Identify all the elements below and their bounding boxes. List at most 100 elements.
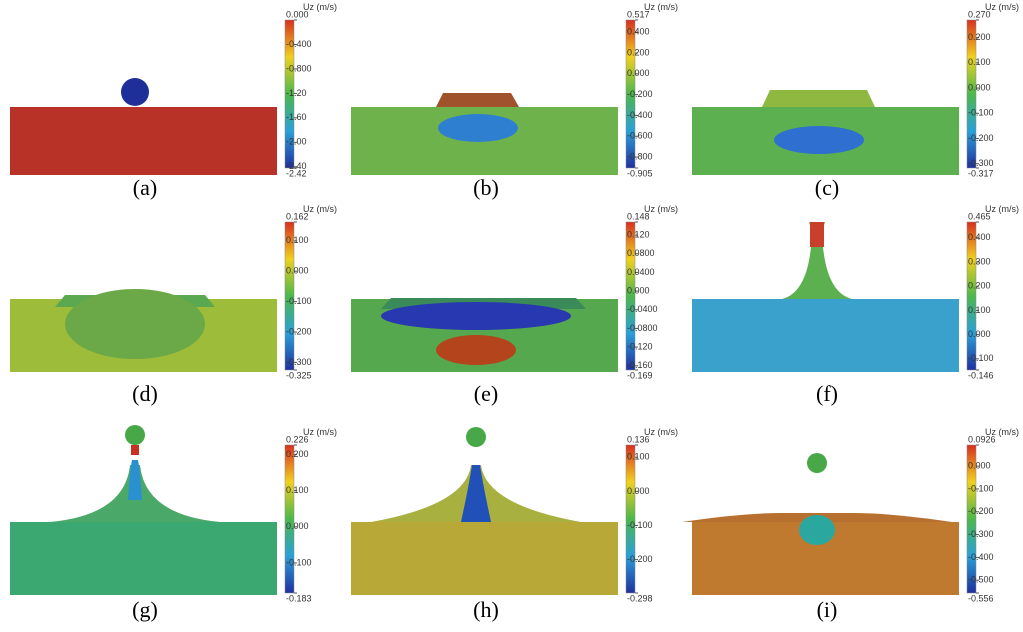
colorbar-tick-label: 0.000 — [627, 285, 650, 295]
colorbar-tick-label: -0.200 — [286, 326, 312, 336]
colorbar — [284, 444, 295, 594]
colorbar — [966, 444, 977, 594]
panel-label: (e) — [474, 381, 498, 406]
colorbar-tick-label: 0.300 — [968, 256, 991, 266]
particle-domain — [351, 522, 618, 595]
flow-feature — [128, 460, 142, 500]
colorbar-tick-label: -0.556 — [968, 593, 994, 603]
colorbar — [625, 19, 636, 169]
colorbar-tick-label: 0.200 — [968, 281, 991, 291]
colorbar-tick-label: -0.905 — [627, 168, 653, 178]
colorbar-tick-label: 0.100 — [968, 305, 991, 315]
flow-feature — [799, 515, 835, 545]
panel: Uz (m/s)0.162 0.100 0.000 -0.100 -0.200 -0.30… — [10, 204, 337, 406]
colorbar-tick-label: -0.300 — [968, 529, 994, 539]
flow-feature — [466, 427, 486, 447]
colorbar-tick-label: 0.200 — [627, 47, 650, 57]
colorbar-tick-label: 0.162 — [286, 211, 309, 221]
particle-domain — [10, 107, 277, 175]
colorbar-title: Uz (m/s) — [985, 204, 1019, 214]
colorbar-tick-label: 0.100 — [968, 57, 991, 67]
flow-feature — [461, 465, 491, 522]
panel: Uz (m/s)0.136 0.100 0.000 -0.100 -0.200 -0.29… — [351, 427, 678, 622]
colorbar-tick-label: -1.20 — [286, 88, 307, 98]
panel-label: (i) — [817, 597, 838, 622]
colorbar-title: Uz (m/s) — [303, 204, 337, 214]
colorbar-tick-label: -0.0800 — [627, 323, 658, 333]
colorbar-tick-label: 0.000 — [627, 486, 650, 496]
colorbar-tick-label: -2.40 — [286, 161, 307, 171]
colorbar-tick-label: 0.148 — [627, 211, 650, 221]
panel-label: (h) — [473, 597, 499, 622]
colorbar-title: Uz (m/s) — [303, 2, 337, 12]
colorbar-title: Uz (m/s) — [644, 2, 678, 12]
colorbar — [284, 221, 295, 371]
panel: Uz (m/s)0.000 -0.400 -0.800 -1.20 -1.60 -2.00… — [10, 2, 337, 200]
colorbar-tick-label: 0.200 — [286, 449, 309, 459]
colorbar-title: Uz (m/s) — [644, 427, 678, 437]
colorbar-title: Uz (m/s) — [985, 2, 1019, 12]
colorbar-tick-label: 0.465 — [968, 211, 991, 221]
panel: Uz (m/s)0.270 0.200 0.100 0.000 -0.100 -0.200… — [692, 2, 1019, 200]
colorbar-title: Uz (m/s) — [303, 427, 337, 437]
colorbar-tick-label: -0.300 — [968, 158, 994, 168]
panel: Uz (m/s)0.0926 0.000 -0.100 -0.200 -0.300 -0.… — [682, 427, 1019, 622]
colorbar-tick-label: -0.400 — [627, 110, 653, 120]
colorbar-tick-label: 0.000 — [286, 266, 309, 276]
flow-feature — [762, 90, 875, 107]
colorbar-tick-label: -0.0400 — [627, 304, 658, 314]
colorbar-title: Uz (m/s) — [985, 427, 1019, 437]
colorbar-tick-label: 0.400 — [627, 27, 650, 37]
flow-feature — [774, 126, 864, 154]
colorbar — [625, 444, 636, 594]
flow-feature — [438, 114, 518, 142]
colorbar-tick-label: 0.517 — [627, 9, 650, 19]
colorbar-tick-label: -0.200 — [968, 506, 994, 516]
colorbar-tick-label: -0.100 — [627, 520, 653, 530]
colorbar-tick-label: -0.100 — [286, 296, 312, 306]
colorbar-tick-label: 0.0400 — [627, 267, 655, 277]
particle-domain — [692, 299, 959, 372]
colorbar-tick-label: 0.100 — [286, 235, 309, 245]
panel: Uz (m/s)0.226 0.200 0.100 0.000 -0.100 -0.183… — [10, 425, 337, 622]
flow-feature — [436, 335, 516, 365]
colorbar-tick-label: 0.100 — [627, 452, 650, 462]
panel-label: (b) — [473, 175, 499, 200]
panel: Uz (m/s)0.148 0.120 0.0800 0.0400 0.000 -0.04… — [351, 204, 678, 406]
colorbar-tick-label: 0.000 — [968, 82, 991, 92]
colorbar-tick-label: 0.0926 — [968, 434, 996, 444]
colorbar-tick-label: 0.226 — [286, 434, 309, 444]
flow-feature — [807, 453, 827, 473]
colorbar-tick-label: -0.100 — [968, 483, 994, 493]
colorbar-tick-label: 0.270 — [968, 9, 991, 19]
colorbar-tick-label: -2.42 — [286, 168, 307, 178]
panel-label: (f) — [816, 381, 838, 406]
colorbar — [284, 19, 295, 169]
colorbar-tick-label: -2.00 — [286, 137, 307, 147]
colorbar-tick-label: -0.300 — [286, 357, 312, 367]
colorbar — [625, 221, 636, 371]
flow-feature — [782, 222, 852, 299]
colorbar-tick-label: -0.400 — [286, 39, 312, 49]
colorbar-tick-label: -0.183 — [286, 593, 312, 603]
colorbar-tick-label: -0.200 — [627, 554, 653, 564]
colorbar-tick-label: 0.120 — [627, 229, 650, 239]
panel: Uz (m/s)0.517 0.400 0.200 0.000 -0.200 -0.400… — [351, 2, 678, 200]
colorbar-tick-label: -0.100 — [968, 108, 994, 118]
panel-label: (c) — [815, 175, 839, 200]
colorbar-tick-label: -0.800 — [627, 151, 653, 161]
colorbar-tick-label: -0.500 — [968, 575, 994, 585]
panel-label: (a) — [133, 175, 157, 200]
flow-feature — [381, 302, 571, 330]
colorbar-tick-label: -0.200 — [627, 89, 653, 99]
colorbar-tick-label: -0.160 — [627, 360, 653, 370]
colorbar-tick-label: -0.146 — [968, 370, 994, 380]
flow-feature — [65, 289, 205, 359]
colorbar-tick-label: -1.60 — [286, 112, 307, 122]
colorbar-tick-label: 0.000 — [286, 9, 309, 19]
colorbar-tick-label: 0.000 — [627, 68, 650, 78]
panel-label: (d) — [132, 381, 158, 406]
colorbar-tick-label: -0.100 — [286, 557, 312, 567]
colorbar-tick-label: -0.169 — [627, 370, 653, 380]
